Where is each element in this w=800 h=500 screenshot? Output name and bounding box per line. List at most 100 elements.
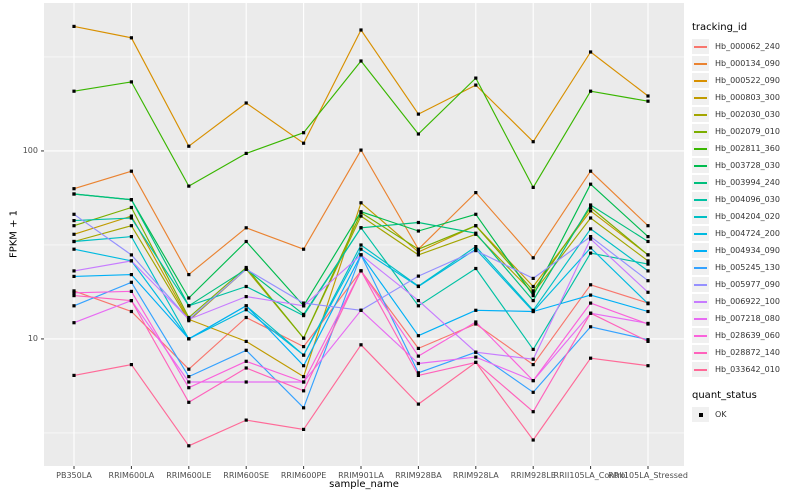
data-point: [72, 269, 76, 273]
data-point: [531, 357, 535, 361]
data-point: [72, 187, 76, 191]
data-point: [302, 247, 306, 251]
data-point: [302, 427, 306, 431]
legend-item-Hb_004724_200: Hb_004724_200: [692, 225, 798, 242]
data-point: [474, 224, 478, 228]
legend-item-Hb_033642_010: Hb_033642_010: [692, 361, 798, 378]
legend-line-swatch: [694, 181, 707, 184]
data-point: [474, 308, 478, 312]
data-point: [646, 269, 650, 273]
y-tick-label-100: 100: [22, 145, 38, 155]
data-point: [72, 232, 76, 236]
legend-key-box: [692, 73, 709, 88]
data-point: [244, 339, 248, 343]
legend-item-Hb_004934_090: Hb_004934_090: [692, 242, 798, 259]
data-point: [129, 214, 133, 218]
data-point: [129, 299, 133, 303]
legend-line-swatch: [694, 147, 707, 150]
legend-item-label: OK: [715, 410, 727, 419]
legend-key-box: [692, 407, 709, 422]
data-point: [302, 380, 306, 384]
data-point: [646, 339, 650, 343]
x-tick-label-RRII105LA_Stressed: RRII105LA_Stressed: [608, 471, 688, 480]
data-point: [531, 390, 535, 394]
data-point: [129, 36, 133, 40]
legend-key-box: [692, 124, 709, 139]
legend-line-swatch: [694, 300, 707, 303]
legend-key-box: [692, 277, 709, 292]
data-point: [416, 112, 420, 116]
data-point: [359, 343, 363, 347]
panel-background: [44, 3, 684, 466]
data-point: [72, 219, 76, 223]
legend-item-label: Hb_006922_100: [715, 297, 780, 306]
data-point: [359, 243, 363, 247]
x-tick-label-RRIM928LE: RRIM928LE: [510, 471, 556, 480]
data-point: [244, 101, 248, 105]
data-point: [244, 295, 248, 299]
data-point: [129, 216, 133, 220]
legend-line-swatch: [694, 283, 707, 286]
data-point: [187, 296, 191, 300]
data-point: [72, 212, 76, 216]
legend-item-Hb_003994_240: Hb_003994_240: [692, 174, 798, 191]
legend-item-label: Hb_002079_010: [715, 127, 780, 136]
legend-key-box: [692, 158, 709, 173]
data-point: [72, 291, 76, 295]
legend-key-box: [692, 209, 709, 224]
data-point: [646, 322, 650, 326]
data-point: [187, 386, 191, 390]
data-point: [589, 283, 593, 287]
data-point: [359, 214, 363, 218]
data-point: [416, 220, 420, 225]
data-point: [359, 148, 363, 152]
legend-item-label: Hb_004724_200: [715, 229, 780, 238]
data-point: [474, 266, 478, 271]
data-point: [129, 289, 133, 293]
legend-line-swatch: [694, 351, 707, 354]
data-point: [589, 209, 593, 213]
data-point: [474, 355, 478, 359]
legend-item-Hb_006922_100: Hb_006922_100: [692, 293, 798, 310]
data-point: [129, 198, 133, 202]
data-point: [244, 315, 248, 320]
data-point: [72, 247, 76, 251]
data-point: [589, 251, 593, 255]
legend: tracking_id Hb_000062_240 Hb_000134_090 Hb…: [692, 22, 798, 423]
data-point: [359, 28, 363, 32]
data-point: [187, 304, 191, 308]
legend-line-swatch: [694, 45, 707, 48]
x-tick-label-RRIM600SE: RRIM600SE: [223, 471, 270, 480]
data-point: [416, 354, 420, 358]
data-point: [187, 400, 191, 404]
data-point: [244, 418, 248, 422]
data-point: [589, 246, 593, 250]
data-point: [589, 50, 593, 54]
legend-line-swatch: [694, 215, 707, 218]
data-point: [531, 347, 535, 351]
legend-key-box: [692, 192, 709, 207]
legend-item-Hb_000134_090: Hb_000134_090: [692, 55, 798, 72]
data-point: [129, 363, 133, 367]
legend-item-label: Hb_000134_090: [715, 59, 780, 68]
legend-line-swatch: [694, 96, 707, 99]
legend-item-Hb_004204_020: Hb_004204_020: [692, 208, 798, 225]
data-point: [187, 273, 191, 277]
legend-line-swatch: [694, 249, 707, 252]
legend-item-Hb_000062_240: Hb_000062_240: [692, 38, 798, 55]
data-point: [646, 302, 650, 306]
data-point: [589, 237, 593, 241]
data-point: [474, 249, 478, 253]
square-marker-icon: [698, 412, 703, 417]
data-point: [359, 59, 363, 63]
data-point: [244, 308, 248, 312]
data-point: [129, 80, 133, 84]
data-point: [187, 184, 191, 188]
data-point: [129, 205, 133, 210]
data-point: [302, 375, 306, 379]
data-point: [531, 291, 535, 295]
data-point: [244, 380, 248, 384]
data-point: [646, 224, 650, 228]
data-point: [416, 373, 420, 377]
